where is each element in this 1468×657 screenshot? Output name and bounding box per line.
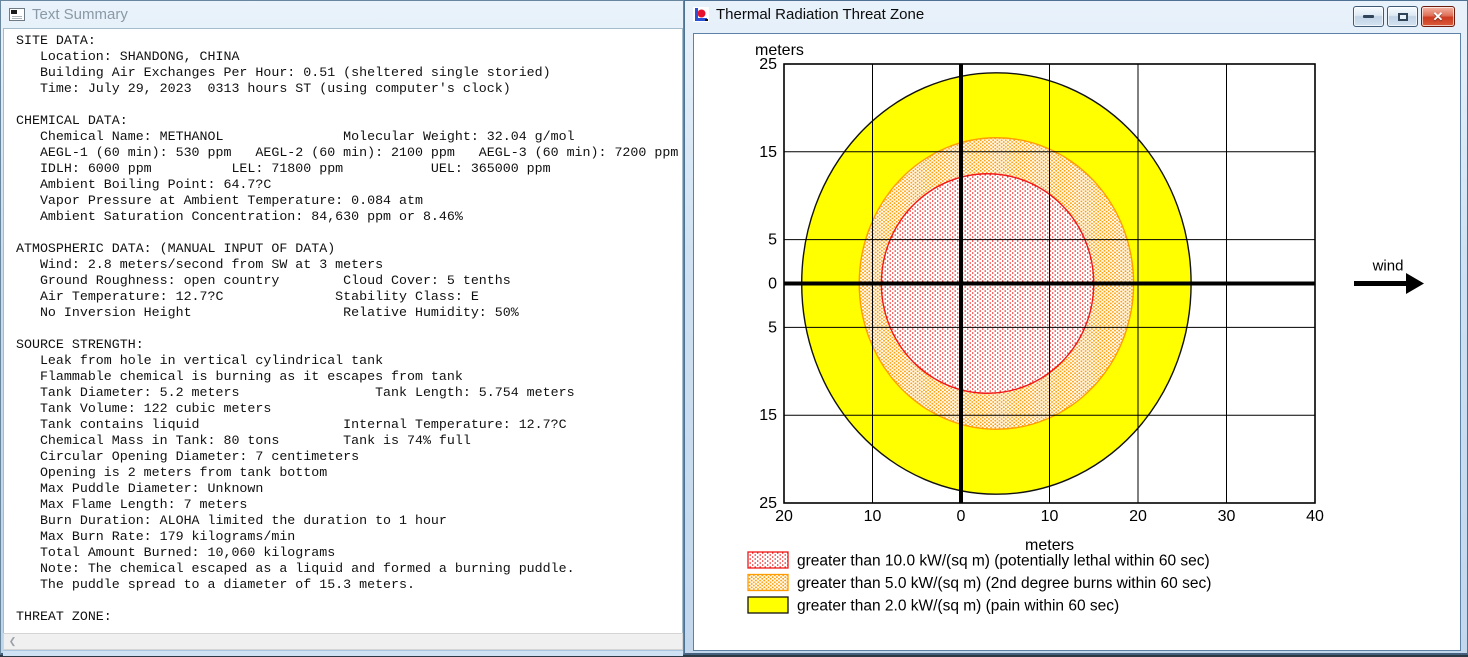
- x-tick-label: 20: [775, 508, 793, 525]
- horizontal-scrollbar[interactable]: ❮: [3, 633, 683, 650]
- text-summary-window: Text Summary SITE DATA: Location: SHANDO…: [0, 0, 684, 656]
- close-icon: ✕: [1432, 9, 1444, 24]
- legend-item-second-degree-burns-zone: greater than 5.0 kW/(sq m) (2nd degree b…: [747, 573, 1211, 592]
- chevron-left-icon: ❮: [8, 636, 17, 646]
- legend-swatch-lethal-zone: [747, 551, 789, 569]
- threat-zone-title: Thermal Radiation Threat Zone: [716, 6, 925, 23]
- close-button[interactable]: ✕: [1421, 6, 1455, 27]
- legend: greater than 10.0 kW/(sq m) (potentially…: [747, 551, 1211, 615]
- wind-arrow-head: [1406, 273, 1424, 294]
- threat-zone-window: Thermal Radiation Threat Zone ✕ 20 10 0 10 2…: [684, 0, 1468, 655]
- x-tick-label: 0: [957, 508, 966, 525]
- y-tick-label: 0: [768, 276, 777, 293]
- maximize-button[interactable]: [1387, 6, 1418, 27]
- threat-zone-content: 20 10 0 10 20 30 40 25 15 5 0 5 15 25 meters meters wind…: [693, 33, 1461, 651]
- document-icon: [9, 8, 25, 21]
- x-tick-label: 10: [1041, 508, 1059, 525]
- legend-swatch-pain-zone: [747, 596, 789, 614]
- text-summary-title: Text Summary: [32, 6, 128, 23]
- x-tick-label: 20: [1129, 508, 1147, 525]
- text-summary-content: SITE DATA: Location: SHANDONG, CHINA Bui…: [3, 28, 683, 633]
- wind-label: wind: [1372, 258, 1404, 275]
- wind-indicator: wind: [1354, 258, 1424, 294]
- legend-label: greater than 10.0 kW/(sq m) (potentially…: [797, 553, 1210, 570]
- y-tick-label: 15: [759, 407, 777, 424]
- legend-label: greater than 5.0 kW/(sq m) (2nd degree b…: [797, 575, 1211, 592]
- minimize-icon: [1363, 15, 1374, 18]
- threat-zone-plot-icon: [693, 7, 709, 22]
- plot-border: [783, 63, 1316, 504]
- x-tick-label: 10: [864, 508, 882, 525]
- window-bottom-frame: [3, 650, 683, 656]
- x-tick-label: 40: [1306, 508, 1324, 525]
- x-axis-title: meters: [1025, 537, 1074, 554]
- minimize-button[interactable]: [1353, 6, 1384, 27]
- threat-zone-titlebar[interactable]: Thermal Radiation Threat Zone: [685, 1, 1467, 28]
- y-tick-label: 15: [759, 144, 777, 161]
- legend-item-pain-zone: greater than 2.0 kW/(sq m) (pain within …: [747, 596, 1119, 615]
- text-summary-text: SITE DATA: Location: SHANDONG, CHINA Bui…: [16, 33, 679, 624]
- text-summary-titlebar[interactable]: Text Summary: [1, 1, 683, 28]
- y-tick-label: 25: [759, 495, 777, 512]
- x-tick-label: 30: [1218, 508, 1236, 525]
- maximize-icon: [1397, 12, 1408, 21]
- document-icon-line: [12, 18, 22, 19]
- document-icon-line: [12, 16, 22, 17]
- y-axis-title: meters: [755, 42, 804, 59]
- threat-zone-chart: 20 10 0 10 20 30 4025155051525metersmeterswind…: [747, 42, 1424, 615]
- document-icon-mark: [11, 10, 17, 14]
- grid-lines: [783, 63, 1316, 504]
- y-tick-label: 5: [768, 232, 777, 249]
- legend-swatch-second-degree-burns-zone: [747, 573, 789, 592]
- y-tick-label: 5: [768, 319, 777, 336]
- legend-label: greater than 2.0 kW/(sq m) (pain within …: [797, 598, 1119, 615]
- y-tick-label: 25: [759, 56, 777, 73]
- scroll-left-button[interactable]: ❮: [4, 634, 21, 649]
- window-controls: ✕: [1353, 6, 1455, 27]
- legend-item-lethal-zone: greater than 10.0 kW/(sq m) (potentially…: [747, 551, 1210, 570]
